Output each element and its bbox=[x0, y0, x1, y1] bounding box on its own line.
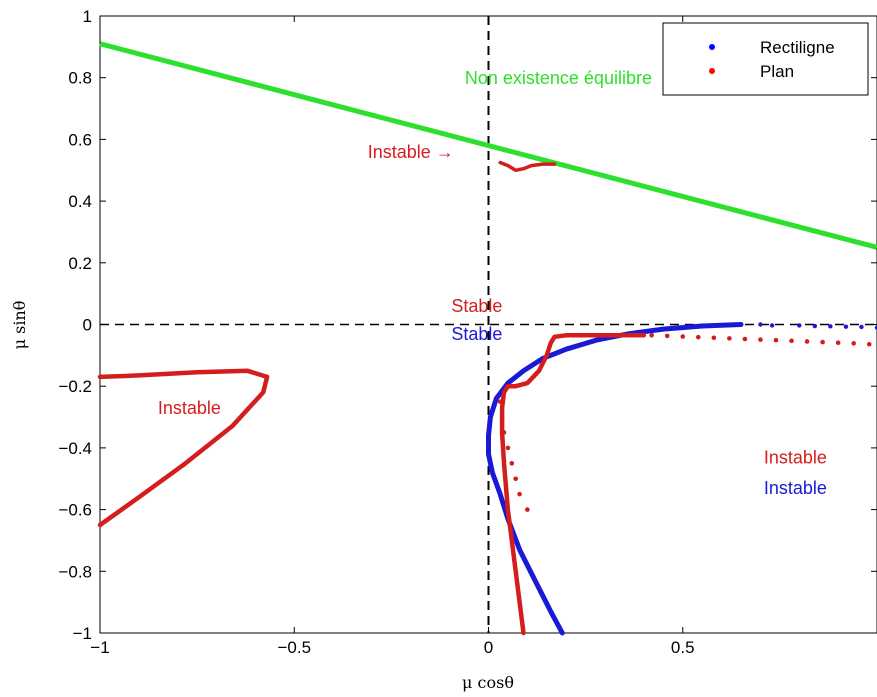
series-plan-branch-point bbox=[499, 414, 505, 420]
series-rectiligne-point bbox=[797, 323, 802, 328]
y-tick-label: 0.8 bbox=[68, 69, 92, 88]
legend-box bbox=[662, 22, 869, 96]
series-plan-point bbox=[742, 336, 748, 342]
y-tick-label: 0.2 bbox=[68, 254, 92, 273]
series-plan-point bbox=[835, 340, 841, 346]
y-tick-label: 0 bbox=[83, 316, 92, 335]
y-axis-label: μ sinθ bbox=[10, 301, 29, 350]
y-tick-label: 0.4 bbox=[68, 192, 92, 211]
legend-marker-plan bbox=[709, 68, 715, 74]
series-plan-point bbox=[680, 334, 686, 339]
series-plan-loop-curve bbox=[97, 368, 270, 528]
series-plan-point bbox=[727, 336, 732, 341]
x-tick-label: −1 bbox=[90, 638, 109, 657]
y-tick-label: −0.8 bbox=[58, 562, 92, 581]
annotation-label: Stable bbox=[451, 324, 502, 344]
y-tick-label: −0.6 bbox=[58, 501, 92, 520]
series-plan-point bbox=[789, 338, 794, 344]
annotation-label: Instable bbox=[764, 478, 827, 498]
series-rectiligne-point bbox=[859, 324, 864, 330]
x-axis-label: μ cosθ bbox=[462, 673, 514, 692]
series-plan-point bbox=[695, 334, 701, 340]
legend-label-rectiligne: Rectiligne bbox=[760, 38, 835, 57]
series-plan-bump-curve bbox=[498, 160, 557, 173]
series-plan-curve bbox=[499, 333, 647, 636]
x-tick-label: 0.5 bbox=[671, 638, 695, 657]
y-tick-label: −0.2 bbox=[58, 377, 92, 396]
legend-marker-rectiligne bbox=[709, 44, 715, 50]
legend-label-plan: Plan bbox=[760, 62, 794, 81]
series-plan-point bbox=[711, 335, 717, 341]
x-tick-label: 0 bbox=[484, 638, 493, 657]
series-rectiligne-point bbox=[874, 325, 877, 330]
y-tick-label: 0.6 bbox=[68, 130, 92, 149]
annotation-label: Instable bbox=[158, 398, 221, 418]
y-tick-label: −1 bbox=[73, 624, 92, 643]
series-plan-branch-point bbox=[501, 430, 507, 435]
series-plan-branch-point bbox=[497, 399, 503, 404]
x-tick-label: −0.5 bbox=[277, 638, 311, 657]
series-plan-branch-point bbox=[509, 461, 515, 466]
series-plan-point bbox=[664, 333, 670, 339]
tick-labels: −1 −0.5 0 0.5 1 0.8 0.6 0.4 0.2 0 −0.2 −0.4 −0.6 −0.8… bbox=[58, 7, 877, 657]
series-plan-point bbox=[773, 337, 779, 343]
annotation-label: Instable bbox=[764, 447, 827, 467]
annotation-label: Stable bbox=[451, 296, 502, 316]
series-rectiligne-point bbox=[769, 323, 775, 328]
series-plan-point bbox=[804, 339, 810, 344]
series-plan-point bbox=[866, 341, 872, 347]
annotations: Non existence équilibre Instable → Stable S… bbox=[158, 68, 827, 498]
series-plan-point bbox=[758, 337, 763, 342]
legend: Rectiligne Plan bbox=[662, 22, 869, 96]
series-plan-branch-point bbox=[517, 491, 522, 497]
series-plan-point bbox=[649, 332, 654, 338]
series-rectiligne-point bbox=[758, 322, 763, 327]
data-marks bbox=[97, 16, 877, 636]
annotation-label: Non existence équilibre bbox=[465, 68, 652, 88]
series-rectiligne-point bbox=[843, 324, 849, 329]
y-tick-label: −0.4 bbox=[58, 439, 92, 458]
series-plan-branch-point bbox=[513, 476, 518, 482]
series-rectiligne-point bbox=[812, 323, 818, 329]
series-plan-branch-point bbox=[505, 445, 511, 451]
existence-boundary-line bbox=[99, 41, 877, 250]
series-rectiligne-point bbox=[828, 324, 833, 329]
y-tick-label: 1 bbox=[83, 7, 92, 26]
series-plan-branch-point bbox=[525, 507, 530, 512]
series-plan-point bbox=[820, 339, 825, 345]
series-plan-point bbox=[851, 341, 856, 346]
annotation-label: Instable → bbox=[368, 142, 454, 162]
